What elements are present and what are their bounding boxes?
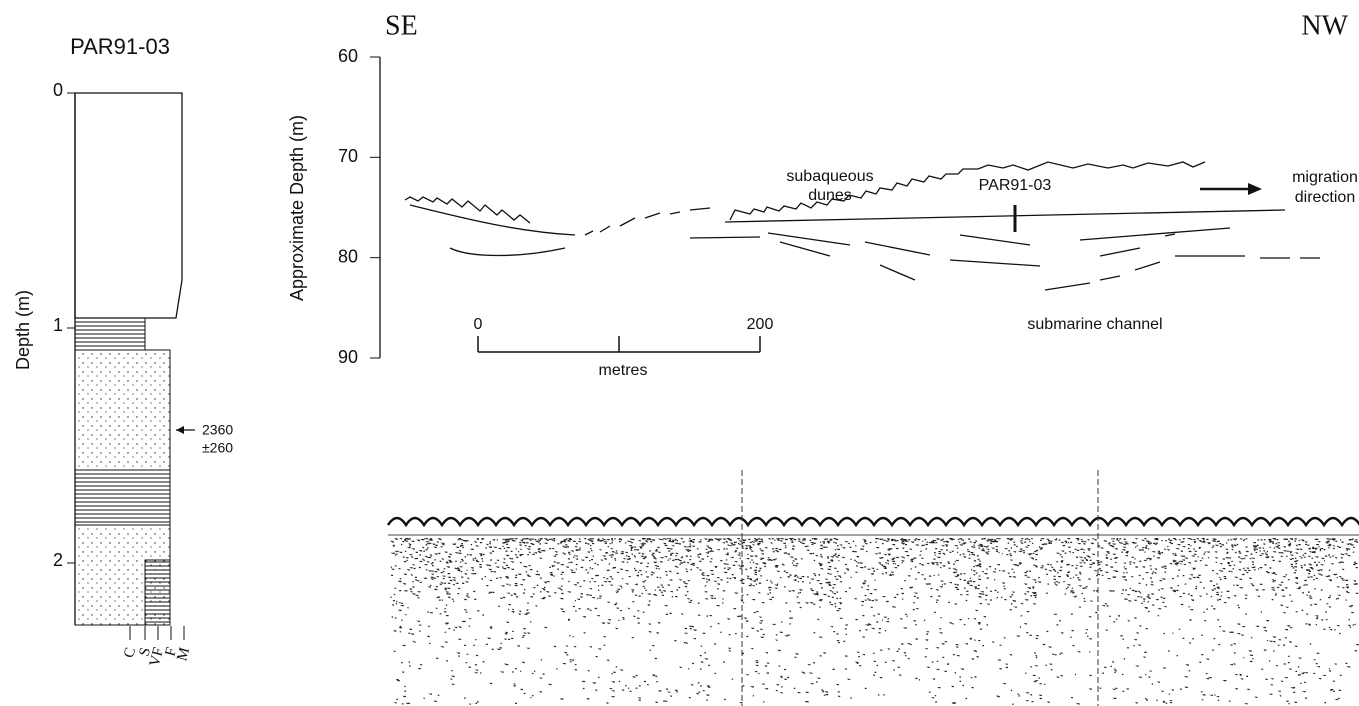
annotation: dunes — [808, 187, 852, 204]
tick-label: 1 — [53, 315, 63, 335]
laminated-unit — [75, 318, 145, 350]
seismic-noise — [390, 538, 1358, 705]
tick-label: 0 — [53, 80, 63, 100]
laminated-unit — [75, 470, 170, 525]
date-arrowhead — [176, 426, 184, 434]
se-label: SE — [385, 10, 418, 41]
seafloor-reflector — [388, 518, 1359, 525]
date-error: ±260 — [202, 440, 233, 456]
migration-arrowhead — [1248, 183, 1262, 195]
profile-axis-label: Approximate Depth (m) — [287, 115, 307, 301]
annotation: PAR91-03 — [979, 177, 1052, 194]
laminated-unit — [145, 560, 170, 625]
scale-label: 200 — [747, 316, 774, 333]
tick-label: 2 — [53, 550, 63, 570]
log-axis-label: Depth (m) — [13, 290, 33, 370]
scale-unit: metres — [599, 362, 648, 379]
figure: PAR91-03 Depth (m) 2360 ±260 CSVFFM 012 … — [0, 0, 1359, 706]
scale-label: 0 — [474, 316, 483, 333]
sand-unit — [75, 93, 182, 318]
nw-label: NW — [1301, 10, 1348, 41]
tick-label: 80 — [338, 246, 358, 266]
tick-label: 70 — [338, 146, 358, 166]
sand-unit — [75, 350, 170, 470]
grain-label: M — [174, 646, 193, 663]
seismic-image — [388, 470, 1359, 706]
annotation: subaqueous — [786, 168, 873, 185]
log-title: PAR91-03 — [70, 34, 170, 59]
annotation: direction — [1295, 189, 1355, 206]
date-value: 2360 — [202, 422, 233, 438]
tick-label: 60 — [338, 46, 358, 66]
tick-label: 90 — [338, 347, 358, 367]
annotation: submarine channel — [1027, 316, 1162, 333]
annotation: migration — [1292, 169, 1358, 186]
profile: SE NW Approximate Depth (m) subaqueous d… — [287, 10, 1358, 379]
